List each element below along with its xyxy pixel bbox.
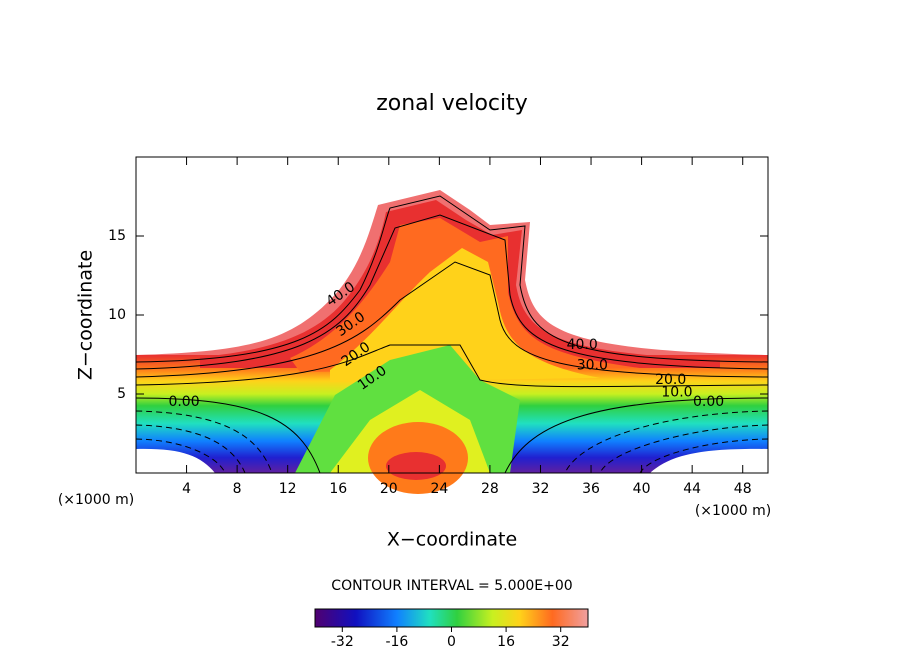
contour-label: 20.0 xyxy=(655,372,686,388)
contour-label: 0.00 xyxy=(168,394,199,410)
x-unit-left: (×1000 m) xyxy=(58,492,134,508)
x-tick-label: 20 xyxy=(380,481,398,497)
contour-label: 10.0 xyxy=(661,384,692,400)
y-tick-label: 15 xyxy=(108,228,126,244)
contour-label: 40.0 xyxy=(567,337,598,353)
x-tick-label: 24 xyxy=(430,481,448,497)
contour-interval: CONTOUR INTERVAL = 5.000E+00 xyxy=(331,578,572,594)
x-tick-label: 36 xyxy=(582,481,600,497)
x-tick-label: 16 xyxy=(329,481,347,497)
chart-title: zonal velocity xyxy=(376,91,528,116)
contour-label: 0.00 xyxy=(693,394,724,410)
colorbar-tick-label: 0 xyxy=(447,634,456,650)
x-axis-label: X−coordinate xyxy=(387,529,517,551)
x-unit-right: (×1000 m) xyxy=(695,503,771,519)
x-tick-label: 12 xyxy=(279,481,297,497)
contour-field xyxy=(135,190,769,494)
y-axis-label: Z−coordinate xyxy=(75,250,97,380)
x-tick-label: 44 xyxy=(683,481,701,497)
x-tick-label: 48 xyxy=(734,481,752,497)
y-tick-label: 5 xyxy=(117,386,126,402)
colorbar-tick-label: 16 xyxy=(497,634,515,650)
y-tick-label: 10 xyxy=(108,307,126,323)
x-tick-label: 28 xyxy=(481,481,499,497)
contour-label: 30.0 xyxy=(577,358,608,374)
colorbar xyxy=(314,608,589,628)
colorbar-tick-label: -16 xyxy=(385,634,408,650)
x-tick-label: 40 xyxy=(633,481,651,497)
x-tick-label: 32 xyxy=(532,481,550,497)
colorbar-tick-label: 32 xyxy=(552,634,570,650)
colorbar-tick-label: -32 xyxy=(331,634,354,650)
x-tick-label: 8 xyxy=(233,481,242,497)
x-tick-label: 4 xyxy=(182,481,191,497)
